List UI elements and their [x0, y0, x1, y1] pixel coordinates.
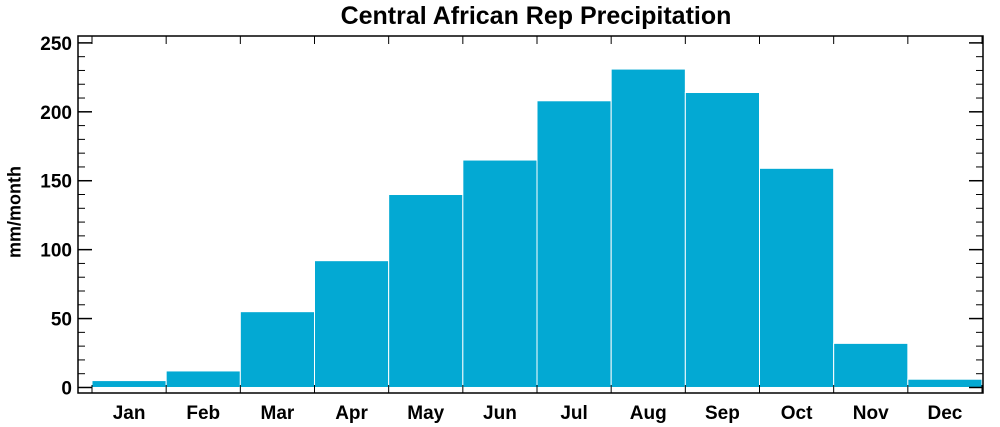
x-tick-label-apr: Apr: [335, 403, 368, 424]
bar-apr: [314, 260, 390, 388]
y-tick-label: 250: [40, 34, 72, 55]
bar-nov: [833, 342, 909, 388]
y-tick-label: 0: [61, 378, 72, 399]
y-tick-label: 150: [40, 172, 72, 193]
bar-jul: [536, 100, 612, 388]
x-tick-label-may: May: [407, 403, 444, 424]
bar-dec: [907, 378, 983, 388]
bar-sep: [684, 92, 761, 388]
x-tick-label-feb: Feb: [186, 403, 220, 424]
x-tick-label-jul: Jul: [560, 403, 587, 424]
bar-jun: [462, 159, 538, 388]
plot-frame: [77, 35, 984, 394]
bar-oct: [759, 167, 835, 388]
x-tick-label-sep: Sep: [705, 403, 740, 424]
x-tick-label-jan: Jan: [113, 403, 146, 424]
bar-mar: [239, 311, 315, 388]
x-tick-label-aug: Aug: [630, 403, 667, 424]
bar-may: [388, 194, 464, 388]
x-tick-label-dec: Dec: [927, 403, 962, 424]
x-tick-label-oct: Oct: [781, 403, 813, 424]
x-tick-label-mar: Mar: [261, 403, 295, 424]
y-tick-label: 100: [40, 241, 72, 262]
y-tick-label: 50: [51, 310, 72, 331]
y-tick-label: 200: [40, 103, 72, 124]
bar-jan: [91, 380, 167, 388]
bar-aug: [610, 68, 686, 388]
x-tick-label-nov: Nov: [853, 403, 889, 424]
x-tick-label-jun: Jun: [483, 403, 517, 424]
bar-feb: [165, 370, 241, 388]
chart-title: Central African Rep Precipitation: [340, 2, 732, 30]
